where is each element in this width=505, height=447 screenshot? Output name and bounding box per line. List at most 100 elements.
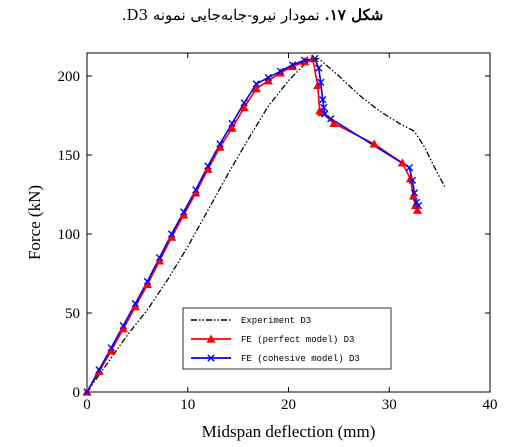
y-tick-label: 50 (65, 306, 80, 322)
x-tick-label: 20 (281, 397, 296, 413)
data-point-x (288, 61, 297, 69)
series-markers-2 (83, 54, 423, 396)
data-point-triangle (155, 256, 165, 265)
x-axis-label: Midspan deflection (mm) (202, 422, 376, 441)
caption-text: نمودار نیرو-جابه‌جایی نمونه D3. (121, 6, 320, 24)
data-point-x-stroke (207, 354, 215, 362)
data-point-x (321, 110, 329, 118)
data-point-x-stroke (204, 162, 212, 170)
data-point-x (315, 64, 323, 72)
data-point-x-stroke (167, 230, 176, 238)
data-point-triangle (263, 76, 273, 85)
data-point-x-stroke (321, 110, 329, 118)
data-point-x (405, 163, 414, 172)
data-point-triangle (251, 84, 261, 93)
data-point-x (119, 321, 127, 330)
data-point-triangle (308, 54, 318, 63)
data-point-x-stroke (264, 73, 273, 82)
data-point-x-stroke (300, 56, 309, 64)
data-point-x-stroke (131, 299, 140, 308)
data-point-x (131, 299, 140, 308)
data-point-x-stroke (155, 254, 164, 262)
data-point-triangle (329, 118, 339, 127)
data-point-triangle (239, 103, 249, 112)
data-point-triangle (215, 142, 225, 151)
legend-label: Experiment D3 (241, 316, 311, 326)
data-point-x (143, 277, 152, 286)
data-point-x (228, 119, 236, 128)
data-point-x (107, 344, 115, 352)
legend-label: FE (perfect model) D3 (241, 335, 354, 345)
data-point-x-stroke (252, 80, 260, 88)
y-tick-label: 100 (58, 227, 81, 243)
data-point-x-stroke (95, 366, 103, 374)
data-point-x (204, 162, 212, 170)
data-point-triangle (118, 324, 128, 333)
data-point-triangle (142, 280, 152, 289)
data-point-triangle (191, 188, 201, 197)
data-point-x-stroke (192, 186, 200, 194)
data-point-x-stroke (410, 189, 419, 197)
data-point-triangle (106, 346, 116, 355)
plot-area: 0 10 20 30 40 0 50 100 150 200 Experiment D3 FE (pe… (58, 52, 498, 413)
data-point-triangle (397, 158, 407, 167)
data-point-x (155, 254, 164, 262)
data-point-x (276, 67, 285, 75)
data-point-x (327, 114, 335, 123)
data-point-x-stroke (216, 140, 224, 148)
legend-label: FE (cohesive model) D3 (241, 354, 360, 364)
data-point-x (240, 99, 248, 107)
data-point-x-stroke (119, 321, 127, 330)
x-tick-label: 30 (382, 397, 397, 413)
data-point-x (311, 54, 319, 63)
series-line-1 (86, 57, 419, 393)
data-point-x-stroke (319, 96, 327, 104)
data-point-x-stroke (276, 67, 285, 75)
x-tick-label: 40 (483, 397, 498, 413)
caption-label: شکل ۱۷. (324, 6, 384, 24)
data-point-triangle (179, 210, 189, 219)
y-axis-label: Force (kN) (25, 185, 44, 260)
legend: Experiment D3 FE (perfect model) D3 FE (co… (182, 307, 392, 370)
data-point-x (317, 78, 325, 87)
y-tick-label: 150 (58, 148, 81, 164)
y-tick-label: 0 (73, 385, 81, 401)
data-point-x (83, 388, 91, 396)
data-point-triangle (130, 302, 140, 311)
data-point-x-stroke (412, 198, 421, 207)
data-point-x (252, 80, 260, 88)
data-point-x (216, 140, 224, 148)
x-tick-label: 10 (180, 397, 195, 413)
data-point-x (320, 103, 328, 112)
data-point-x (408, 176, 417, 184)
data-point-triangle (167, 232, 177, 241)
data-point-x (95, 366, 103, 374)
data-point-x-stroke (405, 163, 414, 172)
data-point-x-stroke (228, 119, 236, 128)
data-point-x (319, 96, 327, 104)
data-point-x (167, 230, 176, 238)
y-tick-label: 200 (58, 69, 81, 85)
legend-item: FE (perfect model) D3 (191, 334, 354, 345)
x-tick-label: 0 (83, 397, 91, 413)
data-point-x-stroke (408, 176, 417, 184)
series-line-0 (86, 57, 446, 393)
data-point-x-stroke (327, 114, 335, 123)
data-point-x-stroke (143, 277, 152, 286)
data-point-x (207, 354, 215, 362)
data-point-x (192, 186, 200, 194)
data-point-x-stroke (320, 103, 328, 112)
data-point-triangle (408, 191, 418, 200)
data-point-x (300, 56, 309, 64)
data-point-x-stroke (414, 201, 423, 210)
data-point-x (410, 189, 419, 197)
data-point-triangle (227, 123, 237, 132)
data-point-x-stroke (288, 61, 297, 69)
data-point-x-stroke (240, 99, 248, 107)
data-point-triangle (206, 334, 216, 343)
legend-item: Experiment D3 (191, 316, 311, 326)
data-point-x (414, 201, 423, 210)
figure-caption: شکل ۱۷. نمودار نیرو-جابه‌جایی نمونه D3. (0, 6, 505, 24)
data-point-x-stroke (317, 78, 325, 87)
